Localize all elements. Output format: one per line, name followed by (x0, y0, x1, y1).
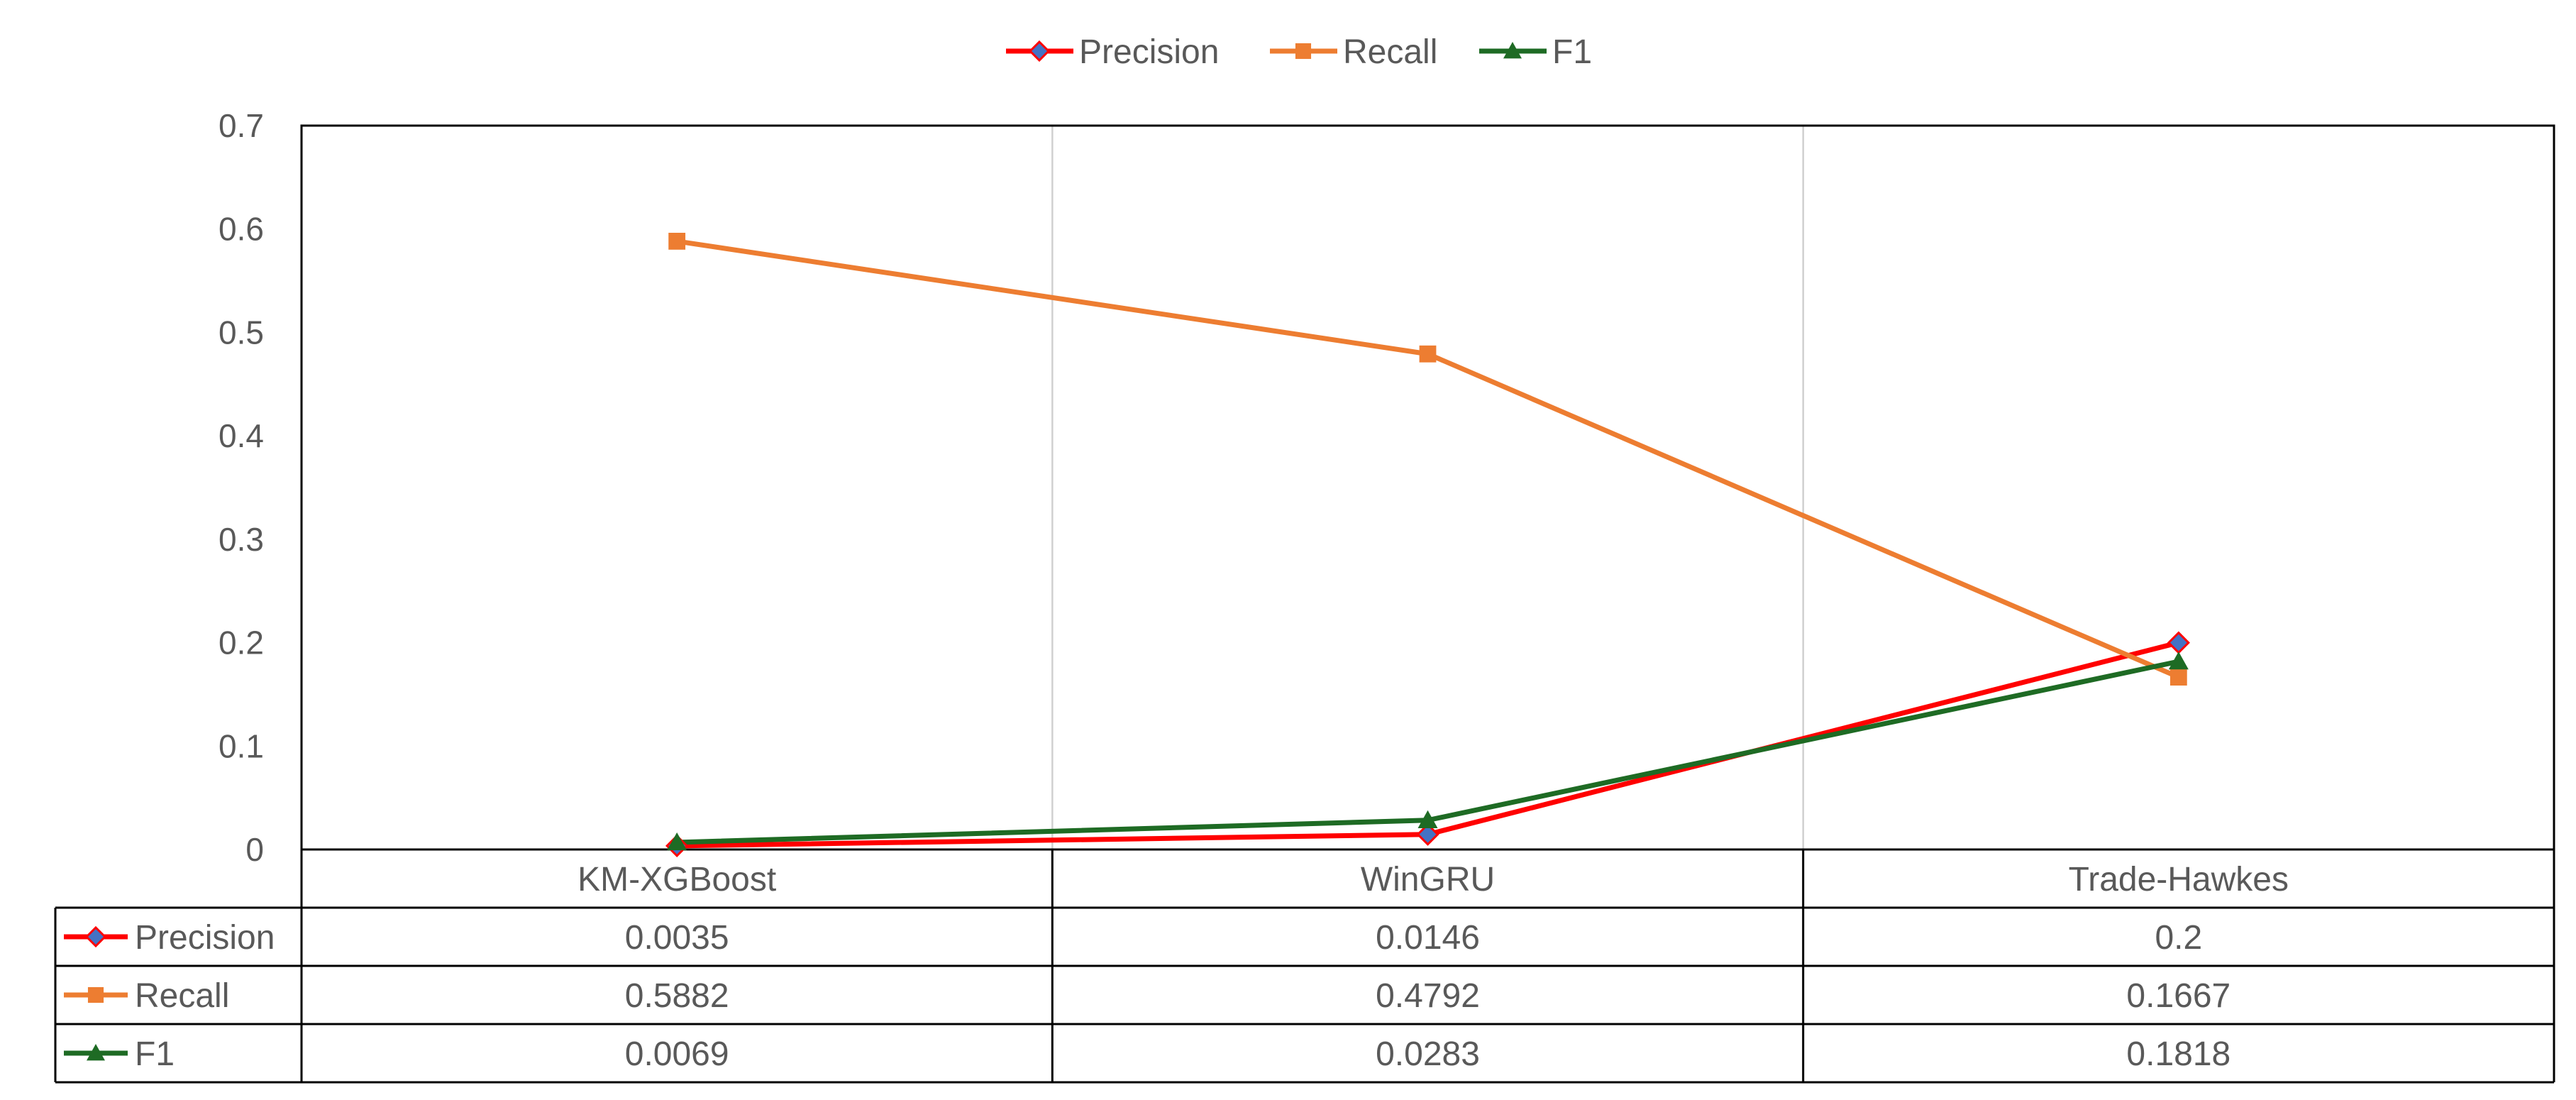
data-point-recall (1419, 345, 1437, 363)
data-point-recall (668, 233, 686, 250)
row-legend-marker (87, 1044, 105, 1061)
plot-area-border (300, 124, 2555, 851)
data-point-f1 (1417, 810, 1438, 828)
y-tick-label: 0 (245, 831, 264, 868)
series-line-recall (676, 238, 2180, 680)
legend-label: F1 (1552, 33, 1592, 71)
y-tick-label: 0.7 (219, 107, 264, 144)
data-table: KM-XGBoost WinGRU Trade-Hawkes Precision 0.0… (54, 849, 2555, 1084)
table-cell: 0.1818 (2126, 1035, 2230, 1073)
data-point-precision (2167, 631, 2190, 654)
table-cell: 0.0283 (1376, 1035, 1480, 1073)
y-tick-label: 0.5 (219, 314, 264, 351)
table-cell: 0.0035 (625, 919, 729, 957)
y-axis: 0 0.1 0.2 0.3 0.4 0.5 0.6 0.7 (219, 107, 264, 868)
table-row-f1: F1 0.0069 0.0283 0.1818 (64, 1035, 2230, 1073)
y-tick-label: 0.4 (219, 417, 264, 454)
legend-marker-square (1295, 43, 1312, 60)
category-label: Trade-Hawkes (2069, 861, 2289, 898)
y-tick-label: 0.3 (219, 521, 264, 558)
table-cell: 0.4792 (1376, 977, 1480, 1015)
table-row-precision: Precision 0.0035 0.0146 0.2 (64, 919, 2202, 957)
table-cell: 0.2 (2155, 919, 2202, 957)
row-legend-marker (87, 986, 104, 1003)
table-row-recall: Recall 0.5882 0.4792 0.1667 (64, 977, 2230, 1015)
series-markers (665, 233, 2190, 858)
table-row-label: F1 (135, 1035, 175, 1073)
legend-item-recall: Recall (1270, 33, 1437, 71)
category-label: KM-XGBoost (577, 861, 776, 898)
y-tick-label: 0.2 (219, 625, 264, 661)
table-cell: 0.0069 (625, 1035, 729, 1073)
legend-marker-diamond (1028, 40, 1051, 62)
legend-item-precision: Precision (1006, 33, 1219, 71)
legend-label: Recall (1343, 33, 1437, 71)
table-cell: 0.5882 (625, 977, 729, 1015)
category-label: WinGRU (1361, 861, 1495, 898)
y-tick-label: 0.6 (219, 211, 264, 248)
legend-item-f1: F1 (1479, 33, 1592, 71)
legend: Precision Recall F1 (1006, 33, 1592, 71)
data-point-precision (1416, 823, 1439, 846)
data-point-f1 (667, 832, 687, 851)
table-cell: 0.1667 (2126, 977, 2230, 1015)
data-point-f1 (2168, 651, 2189, 670)
row-legend-marker (84, 925, 107, 948)
table-row-label: Recall (135, 977, 229, 1015)
y-tick-label: 0.1 (219, 727, 264, 764)
legend-label: Precision (1079, 33, 1219, 71)
table-row-label: Precision (135, 919, 275, 957)
table-cell: 0.0146 (1376, 919, 1480, 957)
plot-frame (300, 124, 2555, 851)
vertical-gridlines (1051, 126, 1804, 849)
series-lines (676, 238, 2180, 849)
legend-marker-triangle (1503, 42, 1522, 59)
data-point-recall (2169, 669, 2187, 686)
